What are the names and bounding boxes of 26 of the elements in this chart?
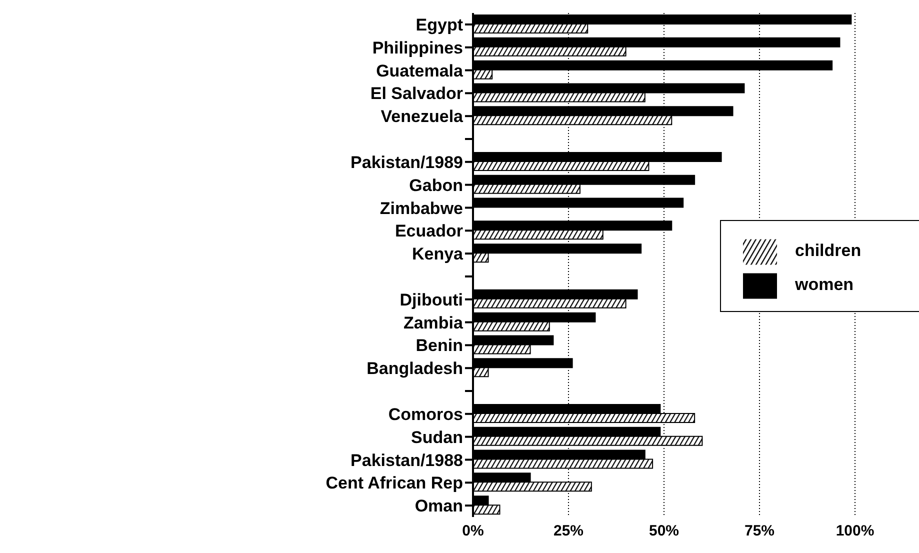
x-tick-label: 75% xyxy=(744,522,775,540)
y-tick-label: El Salvador xyxy=(370,84,464,104)
y-tick-label: Philippines xyxy=(372,38,463,58)
y-tick-label: Egypt xyxy=(416,15,464,34)
y-tick-label: Ecuador xyxy=(394,222,464,241)
y-tick-label: Kenya xyxy=(412,244,464,264)
x-tick-label: 25% xyxy=(553,522,584,540)
y-tick-label: Guatemala xyxy=(376,61,464,80)
y-tick-label: Sudan xyxy=(411,428,463,447)
y-tick-label: Venezuela xyxy=(380,107,464,126)
y-tick-label: Zimbabwe xyxy=(380,198,463,218)
y-tick-label: Pakistan/1988 xyxy=(350,450,463,470)
y-tick-label: Comoros xyxy=(388,404,463,424)
legend-label: children xyxy=(795,241,862,260)
y-tick-label: Cent African Rep xyxy=(326,474,463,493)
x-tick-label: 100% xyxy=(836,522,874,540)
y-tick-label: Bangladesh xyxy=(366,359,463,378)
y-tick-label: Zambia xyxy=(403,313,464,332)
y-tick-label: Pakistan/1989 xyxy=(350,152,463,172)
y-tick-label: Oman xyxy=(414,496,463,516)
x-tick-label: 0% xyxy=(462,522,484,540)
legend-label: women xyxy=(795,275,854,294)
y-tick-label: Benin xyxy=(416,336,463,356)
y-tick-label: Gabon xyxy=(409,176,463,195)
y-tick-label: Djibouti xyxy=(400,290,463,310)
x-tick-label: 50% xyxy=(648,522,680,540)
